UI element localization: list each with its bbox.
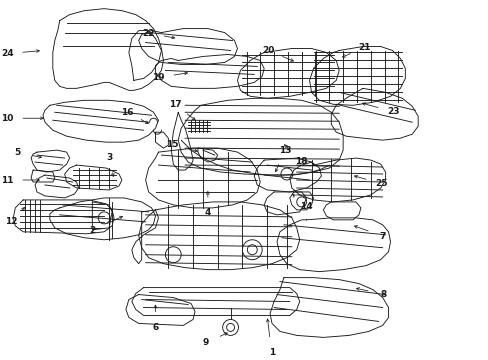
Text: 21: 21 [358,43,370,52]
Text: 15: 15 [166,140,179,149]
Text: 2: 2 [89,226,96,235]
Text: 14: 14 [300,202,312,211]
Text: 22: 22 [142,29,155,38]
Text: 18: 18 [294,157,306,166]
Text: 25: 25 [374,179,386,188]
Text: 6: 6 [152,323,158,332]
Text: 7: 7 [379,231,386,240]
Text: 3: 3 [106,153,112,162]
Text: 12: 12 [5,216,18,225]
Text: 16: 16 [121,108,133,117]
Text: 5: 5 [14,148,20,157]
Text: 11: 11 [1,176,14,185]
Text: 24: 24 [1,49,14,58]
Text: 10: 10 [1,114,14,123]
Text: 1: 1 [268,348,274,357]
Text: 20: 20 [262,46,274,55]
Text: 13: 13 [279,146,291,155]
Text: 23: 23 [386,107,399,116]
Text: 8: 8 [380,290,386,299]
Text: 19: 19 [152,73,164,82]
Text: 17: 17 [168,100,181,109]
Text: 9: 9 [203,338,209,347]
Text: 4: 4 [204,208,211,217]
